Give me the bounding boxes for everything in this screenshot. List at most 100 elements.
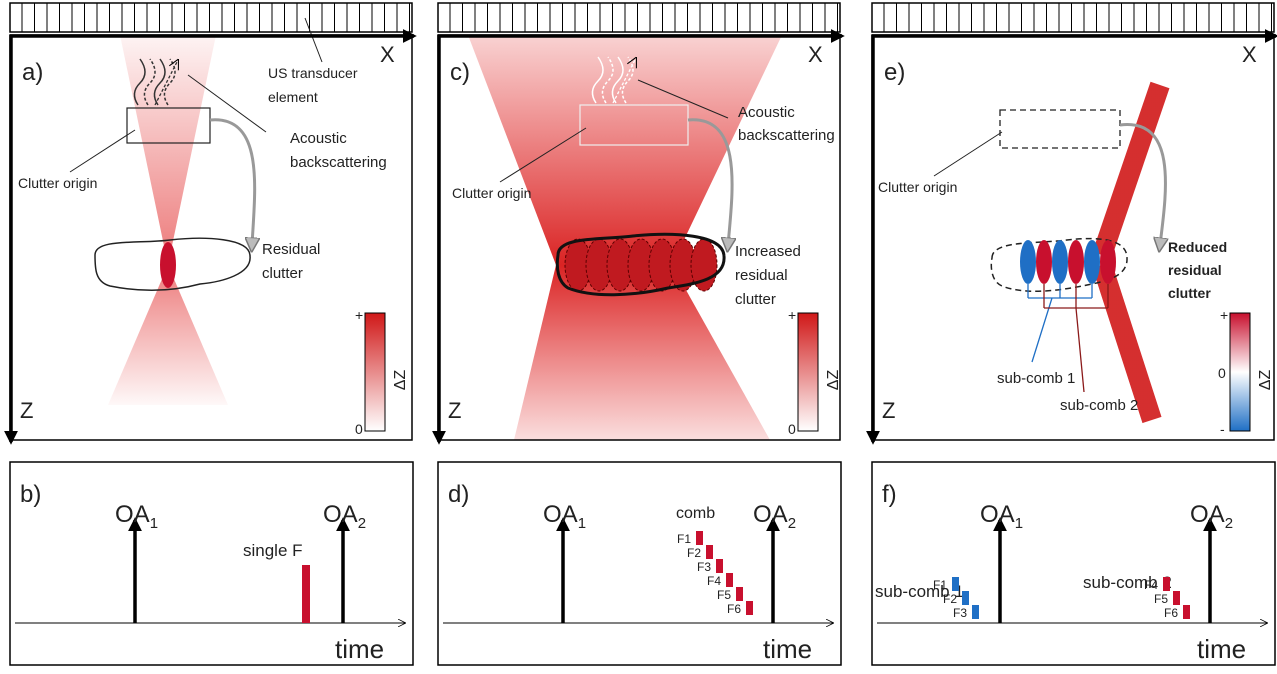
- panel-label: d): [448, 481, 469, 508]
- frequency-label: F2: [943, 592, 957, 606]
- colorbar-label: +: [355, 307, 363, 323]
- label: Clutter origin: [18, 175, 97, 191]
- sub-comb-clutter: [1036, 240, 1052, 284]
- leader-line: [70, 130, 135, 172]
- panel-label: b): [20, 481, 41, 508]
- frequency-pulse: [726, 573, 733, 587]
- colorbar: [365, 313, 385, 431]
- clutter-origin-box: [1000, 110, 1120, 148]
- label: residual: [1168, 262, 1222, 278]
- sub-comb-label: sub-comb 2: [1083, 573, 1172, 592]
- figure: a) X Z US transducer element Acoustic backscat…: [0, 0, 1277, 674]
- frequency-pulse: [696, 531, 703, 545]
- colorbar-label: 0: [1218, 365, 1226, 381]
- frequency-pulse: [1173, 591, 1180, 605]
- frequency-label: F3: [953, 606, 967, 620]
- colorbar-label: -: [1220, 421, 1225, 437]
- colorbar-label: 0: [788, 421, 796, 437]
- panel-label: e): [884, 59, 905, 86]
- axis-label: Z: [882, 398, 895, 423]
- time-label: time: [1197, 634, 1246, 664]
- label: US transducer: [268, 65, 358, 81]
- sub-comb-clutter: [1052, 240, 1068, 284]
- pulse-base: OA: [323, 501, 358, 528]
- colorbar-title: ΔZ: [1257, 370, 1274, 391]
- frequency-label: F2: [687, 546, 701, 560]
- colorbar: [798, 313, 818, 431]
- pulse-subscript: 1: [578, 515, 586, 532]
- sub-comb-clutter: [1084, 240, 1100, 284]
- label: element: [268, 89, 318, 105]
- time-label: time: [335, 634, 384, 664]
- frequency-label: F6: [727, 602, 741, 616]
- residual-clutter: [160, 242, 176, 288]
- frequency-pulse: [972, 605, 979, 619]
- frequency-pulse: [716, 559, 723, 573]
- pulse-label: OA2: [753, 501, 796, 532]
- frequency-label: F4: [1144, 578, 1158, 592]
- frequency-label: F6: [1164, 606, 1178, 620]
- sub-comb-clutter: [1068, 240, 1084, 284]
- frequency-pulse: [1163, 577, 1170, 591]
- colorbar-label: +: [788, 307, 796, 323]
- axis-label: X: [1242, 42, 1257, 67]
- panel-d: d)timeOA1OA2combF1F2F3F4F5F6: [438, 462, 841, 665]
- beam: [962, 265, 1037, 420]
- pulse-base: OA: [1190, 501, 1225, 528]
- frequency-pulse: [746, 601, 753, 615]
- sub-comb-bracket: [1028, 284, 1092, 362]
- sub-comb-label: sub-comb 2: [1060, 397, 1138, 414]
- panel-label: c): [450, 59, 470, 86]
- pulse-base: OA: [753, 501, 788, 528]
- frequency-pulse: [302, 565, 310, 623]
- label: Residual: [262, 241, 320, 258]
- pulse-subscript: 2: [788, 515, 796, 532]
- label: backscattering: [738, 127, 835, 144]
- pulse-base: OA: [543, 501, 578, 528]
- sub-comb-label: sub-comb 1: [997, 370, 1075, 387]
- label: Clutter origin: [452, 185, 531, 201]
- pulse-subscript: 1: [150, 515, 158, 532]
- label: single F: [243, 541, 303, 560]
- label: Acoustic: [290, 130, 347, 147]
- pulse-label: OA2: [1190, 501, 1233, 532]
- beam-upper: [120, 35, 216, 265]
- label: Increased: [735, 243, 801, 260]
- pulse-subscript: 1: [1015, 515, 1023, 532]
- label: clutter: [262, 265, 303, 282]
- frequency-label: F1: [677, 532, 691, 546]
- frequency-label: F4: [707, 574, 721, 588]
- colorbar-title: ΔZ: [392, 370, 409, 391]
- sub-comb-clutter: [1100, 240, 1116, 284]
- colorbar-title: ΔZ: [825, 370, 842, 391]
- frequency-label: F3: [697, 560, 711, 574]
- label: backscattering: [290, 154, 387, 171]
- frequency-pulse: [962, 591, 969, 605]
- pulse-label: OA1: [115, 501, 158, 532]
- pulse-base: OA: [115, 501, 150, 528]
- transducer-array: [872, 3, 1274, 32]
- axis-label: Z: [448, 398, 461, 423]
- pulse-subscript: 2: [358, 515, 366, 532]
- label: Reduced: [1168, 239, 1227, 255]
- pulse-subscript: 2: [1225, 515, 1233, 532]
- panel-label: a): [22, 59, 43, 86]
- pulse-base: OA: [980, 501, 1015, 528]
- colorbar-label: 0: [355, 421, 363, 437]
- panel-label: f): [882, 481, 897, 508]
- sub-comb-clutter: [1020, 240, 1036, 284]
- label: Clutter origin: [878, 179, 957, 195]
- colorbar-label: +: [1220, 307, 1228, 323]
- pulse-label: OA1: [543, 501, 586, 532]
- frequency-pulse: [736, 587, 743, 601]
- frequency-label: F5: [1154, 592, 1168, 606]
- beam-upper: [468, 35, 782, 265]
- colorbar: [1230, 313, 1250, 431]
- label: residual: [735, 267, 788, 284]
- frequency-pulse: [706, 545, 713, 559]
- frequency-label: F1: [933, 578, 947, 592]
